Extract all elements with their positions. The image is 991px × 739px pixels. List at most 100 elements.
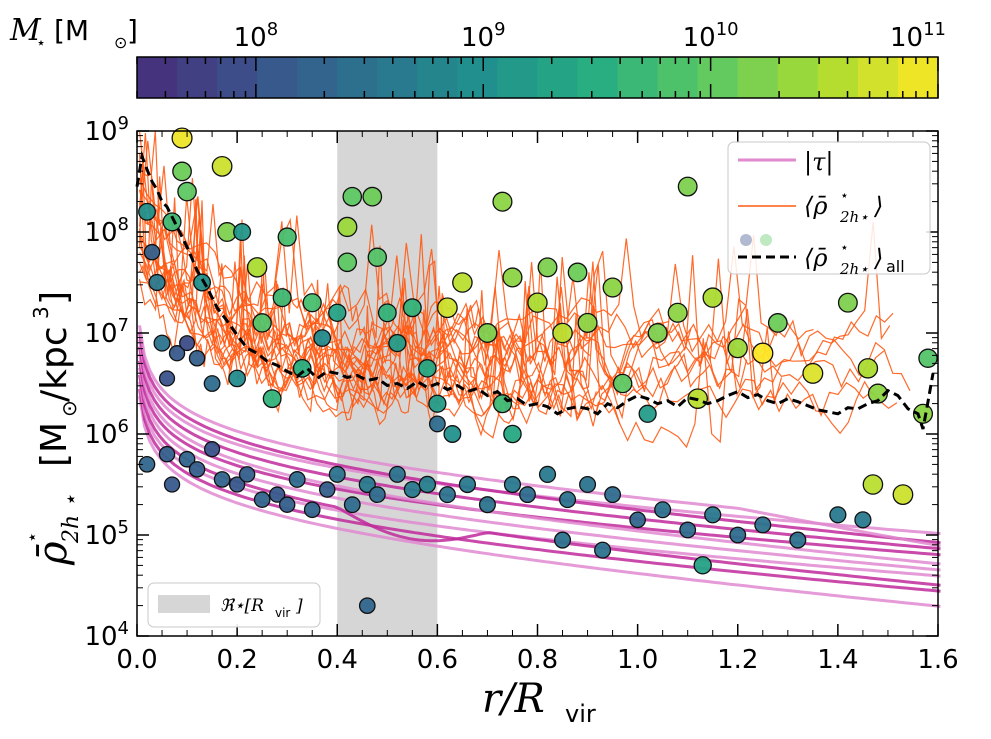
- mean-density-line: [138, 152, 591, 385]
- scatter-point: [693, 556, 712, 575]
- scatter-point: [193, 273, 212, 292]
- plot-axes: 0.0 0.2 0.4 0.6 0.8 1.0 1.2 1.4 1.6 104 105 106 107 1…: [84, 113, 958, 675]
- scatter-point: [367, 247, 388, 267]
- colorbar-bin: [617, 57, 659, 98]
- scatter-point: [302, 293, 322, 313]
- x-axis-label: r/R vir: [482, 676, 596, 728]
- tau-curve: [138, 325, 941, 548]
- scatter-point: [188, 461, 206, 478]
- y-label-sup: ⋆: [22, 532, 43, 543]
- scatter-point: [519, 486, 536, 504]
- mean-density-line: [138, 264, 447, 427]
- scatter-point: [303, 501, 321, 519]
- scatter-point: [162, 212, 182, 232]
- scatter-point: [503, 424, 522, 444]
- scatter-point: [343, 496, 361, 514]
- colorbar-label-symbol: M: [9, 13, 42, 48]
- mean-density-line: [138, 227, 597, 418]
- scatter-point: [362, 186, 383, 207]
- colorbar-bin: [297, 57, 338, 98]
- scatter-point: [867, 383, 888, 404]
- scatter-point: [647, 323, 668, 343]
- colorbar-label: M ⋆ [M ⊙ ]: [9, 13, 138, 52]
- scatter-point: [477, 323, 498, 343]
- scatter-point: [262, 389, 282, 409]
- scatter-point: [188, 349, 206, 367]
- colorbar-bin: [377, 57, 418, 98]
- scatter-point: [228, 476, 246, 493]
- scatter-point: [537, 257, 558, 278]
- band-legend: ℜ⋆[R vir ]: [147, 582, 321, 628]
- colorbar-tick-label: 1011: [890, 19, 946, 53]
- x-tick-label: 0.0: [116, 645, 157, 675]
- x-tick-label: 0.2: [216, 645, 257, 675]
- colorbar-label-unit-sub: ⊙: [114, 33, 127, 52]
- scatter-point: [388, 465, 406, 483]
- scatter-point: [857, 358, 879, 379]
- tau-curve: [138, 332, 941, 545]
- colorbar-bin: [657, 57, 699, 98]
- colorbar-bins: [137, 57, 939, 98]
- scatter-point: [403, 480, 421, 499]
- scatter-point: [313, 329, 332, 347]
- scatter-point: [729, 526, 747, 544]
- scatter-point: [918, 348, 938, 368]
- scatter-point: [252, 313, 272, 333]
- scatter-point: [168, 345, 186, 362]
- scatter-point: [679, 521, 697, 539]
- colorbar-bin: [137, 57, 178, 98]
- y-tick-label: 107: [84, 315, 129, 349]
- tau-curve: [138, 367, 941, 572]
- scatter-point: [163, 476, 181, 493]
- scatter-point: [277, 227, 297, 247]
- colorbar-label-sub: ⋆: [36, 33, 46, 52]
- scatter-point: [862, 474, 884, 495]
- colorbar-bin: [417, 57, 458, 98]
- scatter-point: [559, 491, 577, 509]
- scatter-point: [337, 252, 358, 273]
- scatter-point: [892, 484, 914, 505]
- mean-density-line: [138, 245, 646, 420]
- x-tick-label: 0.4: [317, 645, 358, 675]
- x-tick-label: 0.8: [517, 645, 558, 675]
- scatter-point: [143, 243, 161, 261]
- scatter-point: [594, 541, 612, 559]
- legend-label-mean-all: ⟨ρ̄: [804, 244, 827, 272]
- colorbar-bin: [457, 57, 498, 98]
- scatter-point: [554, 531, 572, 549]
- scatter-point: [158, 445, 176, 463]
- y-axis-label: ρ̄ 2h ⋆ ⋆ [M ⊙ /kpc 3 ]: [22, 291, 84, 566]
- colorbar-bin: [817, 57, 859, 98]
- scatter-point: [677, 176, 698, 197]
- scatter-point: [358, 597, 376, 615]
- x-tick-label: 1.4: [817, 645, 858, 675]
- legend-marker-a: [740, 234, 752, 246]
- legend: |τ| ⟨ρ̄ 2h⋆ ⋆ ⟩ ⟨ρ̄ 2h⋆ ⋆ ⟩ all: [727, 141, 931, 278]
- y-tick-label: 106: [84, 416, 129, 450]
- scatter-point: [567, 262, 588, 283]
- colorbar-tick-label: 108: [234, 19, 279, 53]
- y-label-unit-close: ]: [34, 291, 75, 305]
- x-tick-label: 1.2: [717, 645, 758, 675]
- tau-curve: [138, 346, 941, 551]
- tau-curve: [138, 395, 941, 608]
- axis-ticks: 0.0 0.2 0.4 0.6 0.8 1.0 1.2 1.4 1.6 104 105 106 107 1…: [84, 113, 958, 675]
- scatter-point: [604, 486, 622, 504]
- legend-label-mean-close: ⟩: [873, 192, 883, 220]
- colorbar-bin: [537, 57, 579, 98]
- scatter-point: [829, 506, 847, 524]
- scatter-point: [579, 475, 597, 494]
- colorbar-bin: [697, 57, 739, 98]
- scatter-point: [452, 272, 473, 293]
- scatter-point: [438, 486, 456, 504]
- legend-label-mean: ⟨ρ̄: [804, 192, 827, 220]
- colorbar-bin: [217, 57, 258, 98]
- y-tick-label: 108: [84, 214, 129, 248]
- colorbar-frame: [136, 56, 939, 99]
- scatter-point: [268, 486, 286, 503]
- colorbar-label-close: ]: [127, 14, 138, 47]
- legend-label-mean-sub: 2h⋆: [839, 208, 869, 226]
- y-label-main: ρ̄: [30, 541, 76, 566]
- mean-density-line: [138, 226, 621, 437]
- scatter-point: [418, 359, 437, 378]
